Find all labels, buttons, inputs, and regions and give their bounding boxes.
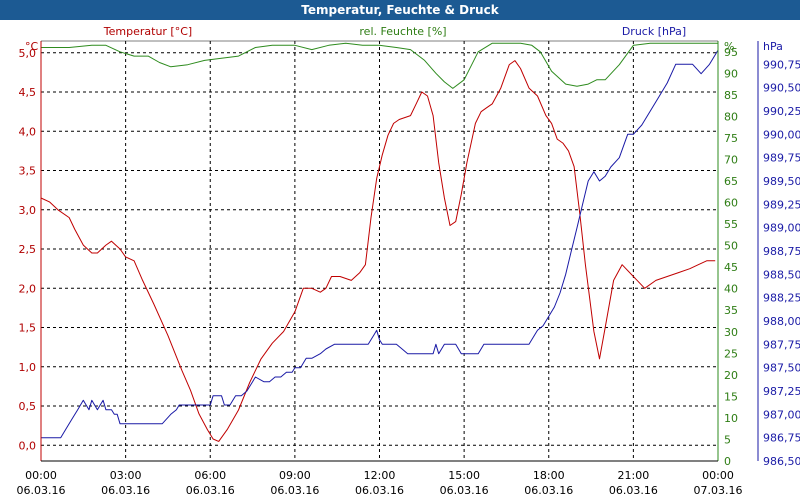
pressure-tick-label: 989,00 xyxy=(763,222,800,235)
temperature-unit: °C xyxy=(25,40,39,53)
humidity-line xyxy=(41,42,718,89)
series-lines xyxy=(40,42,719,442)
pressure-tick-label: 988,75 xyxy=(763,245,800,258)
temperature-tick-label: 2,0 xyxy=(19,282,37,295)
humidity-tick-label: 45 xyxy=(724,261,738,274)
x-tick-time: 15:00 xyxy=(448,469,480,482)
humidity-tick-label: 95 xyxy=(724,46,738,59)
pressure-tick-label: 989,50 xyxy=(763,175,800,188)
x-tick-time: 00:00 xyxy=(702,469,734,482)
pressure-tick-label: 988,50 xyxy=(763,268,800,281)
pressure-tick-label: 988,25 xyxy=(763,292,800,305)
temperature-tick-label: 3,0 xyxy=(19,204,37,217)
pressure-line xyxy=(41,50,719,439)
pressure-axis-label: Druck [hPa] xyxy=(622,25,686,38)
pressure-tick-label: 988,00 xyxy=(763,315,800,328)
humidity-tick-label: 65 xyxy=(724,175,738,188)
temperature-tick-label: 4,5 xyxy=(19,86,37,99)
humidity-tick-label: 75 xyxy=(724,132,738,145)
pressure-tick-label: 986,75 xyxy=(763,432,800,445)
humidity-tick-label: 20 xyxy=(724,369,738,382)
pressure-tick-label: 989,75 xyxy=(763,152,800,165)
pressure-unit: hPa xyxy=(763,40,783,53)
axes xyxy=(40,40,759,462)
humidity-tick-label: 80 xyxy=(724,110,738,123)
pressure-tick-label: 990,25 xyxy=(763,105,800,118)
x-tick-date: 06.03.16 xyxy=(101,484,150,497)
grid xyxy=(41,41,718,461)
temperature-tick-label: 3,5 xyxy=(19,165,37,178)
humidity-tick-label: 15 xyxy=(724,390,738,403)
x-tick-date: 06.03.16 xyxy=(355,484,404,497)
temperature-tick-label: 1,0 xyxy=(19,361,37,374)
humidity-tick-label: 70 xyxy=(724,153,738,166)
chart-title: Temperatur, Feuchte & Druck xyxy=(301,3,499,17)
temperature-line xyxy=(40,60,716,442)
humidity-tick-label: 5 xyxy=(724,433,731,446)
x-tick-time: 21:00 xyxy=(618,469,650,482)
humidity-tick-label: 85 xyxy=(724,89,738,102)
humidity-unit: % xyxy=(724,40,734,53)
pressure-tick-label: 987,75 xyxy=(763,338,800,351)
pressure-tick-label: 987,50 xyxy=(763,362,800,375)
humidity-tick-label: 10 xyxy=(724,412,738,425)
temperature-tick-label: 1,5 xyxy=(19,322,37,335)
pressure-tick-label: 990,50 xyxy=(763,82,800,95)
temperature-tick-label: 5,0 xyxy=(19,47,37,60)
x-tick-date: 06.03.16 xyxy=(17,484,66,497)
x-tick-time: 09:00 xyxy=(279,469,311,482)
x-tick-time: 00:00 xyxy=(25,469,57,482)
humidity-tick-label: 90 xyxy=(724,67,738,80)
pressure-tick-label: 989,25 xyxy=(763,198,800,211)
temperature-tick-label: 0,5 xyxy=(19,400,37,413)
humidity-axis-label: rel. Feuchte [%] xyxy=(359,25,446,38)
x-tick-time: 06:00 xyxy=(194,469,226,482)
x-tick-date: 06.03.16 xyxy=(440,484,489,497)
temperature-axis-label: Temperatur [°C] xyxy=(103,25,192,38)
tick-labels: 00:00 06.03.16 03:00 06.03.16 06:00 06.03.16 0… xyxy=(17,46,800,497)
humidity-tick-label: 50 xyxy=(724,240,738,253)
pressure-tick-label: 987,25 xyxy=(763,385,800,398)
x-tick-date: 07.03.16 xyxy=(694,484,743,497)
x-tick-time: 12:00 xyxy=(364,469,396,482)
x-tick-date: 06.03.16 xyxy=(270,484,319,497)
pressure-tick-label: 987,00 xyxy=(763,408,800,421)
temperature-tick-label: 4,0 xyxy=(19,125,37,138)
pressure-tick-label: 986,50 xyxy=(763,455,800,468)
humidity-tick-label: 35 xyxy=(724,304,738,317)
humidity-tick-label: 30 xyxy=(724,326,738,339)
x-tick-date: 06.03.16 xyxy=(609,484,658,497)
humidity-tick-label: 40 xyxy=(724,283,738,296)
x-tick-time: 03:00 xyxy=(110,469,142,482)
x-tick-date: 06.03.16 xyxy=(186,484,235,497)
temperature-tick-label: 0,0 xyxy=(19,439,37,452)
humidity-tick-label: 25 xyxy=(724,347,738,360)
humidity-tick-label: 0 xyxy=(724,455,731,468)
pressure-tick-label: 990,00 xyxy=(763,128,800,141)
x-tick-time: 18:00 xyxy=(533,469,565,482)
humidity-tick-label: 55 xyxy=(724,218,738,231)
title-bar xyxy=(0,0,800,20)
x-tick-date: 06.03.16 xyxy=(524,484,573,497)
pressure-tick-label: 990,75 xyxy=(763,58,800,71)
temperature-tick-label: 2,5 xyxy=(19,243,37,256)
humidity-tick-label: 60 xyxy=(724,197,738,210)
